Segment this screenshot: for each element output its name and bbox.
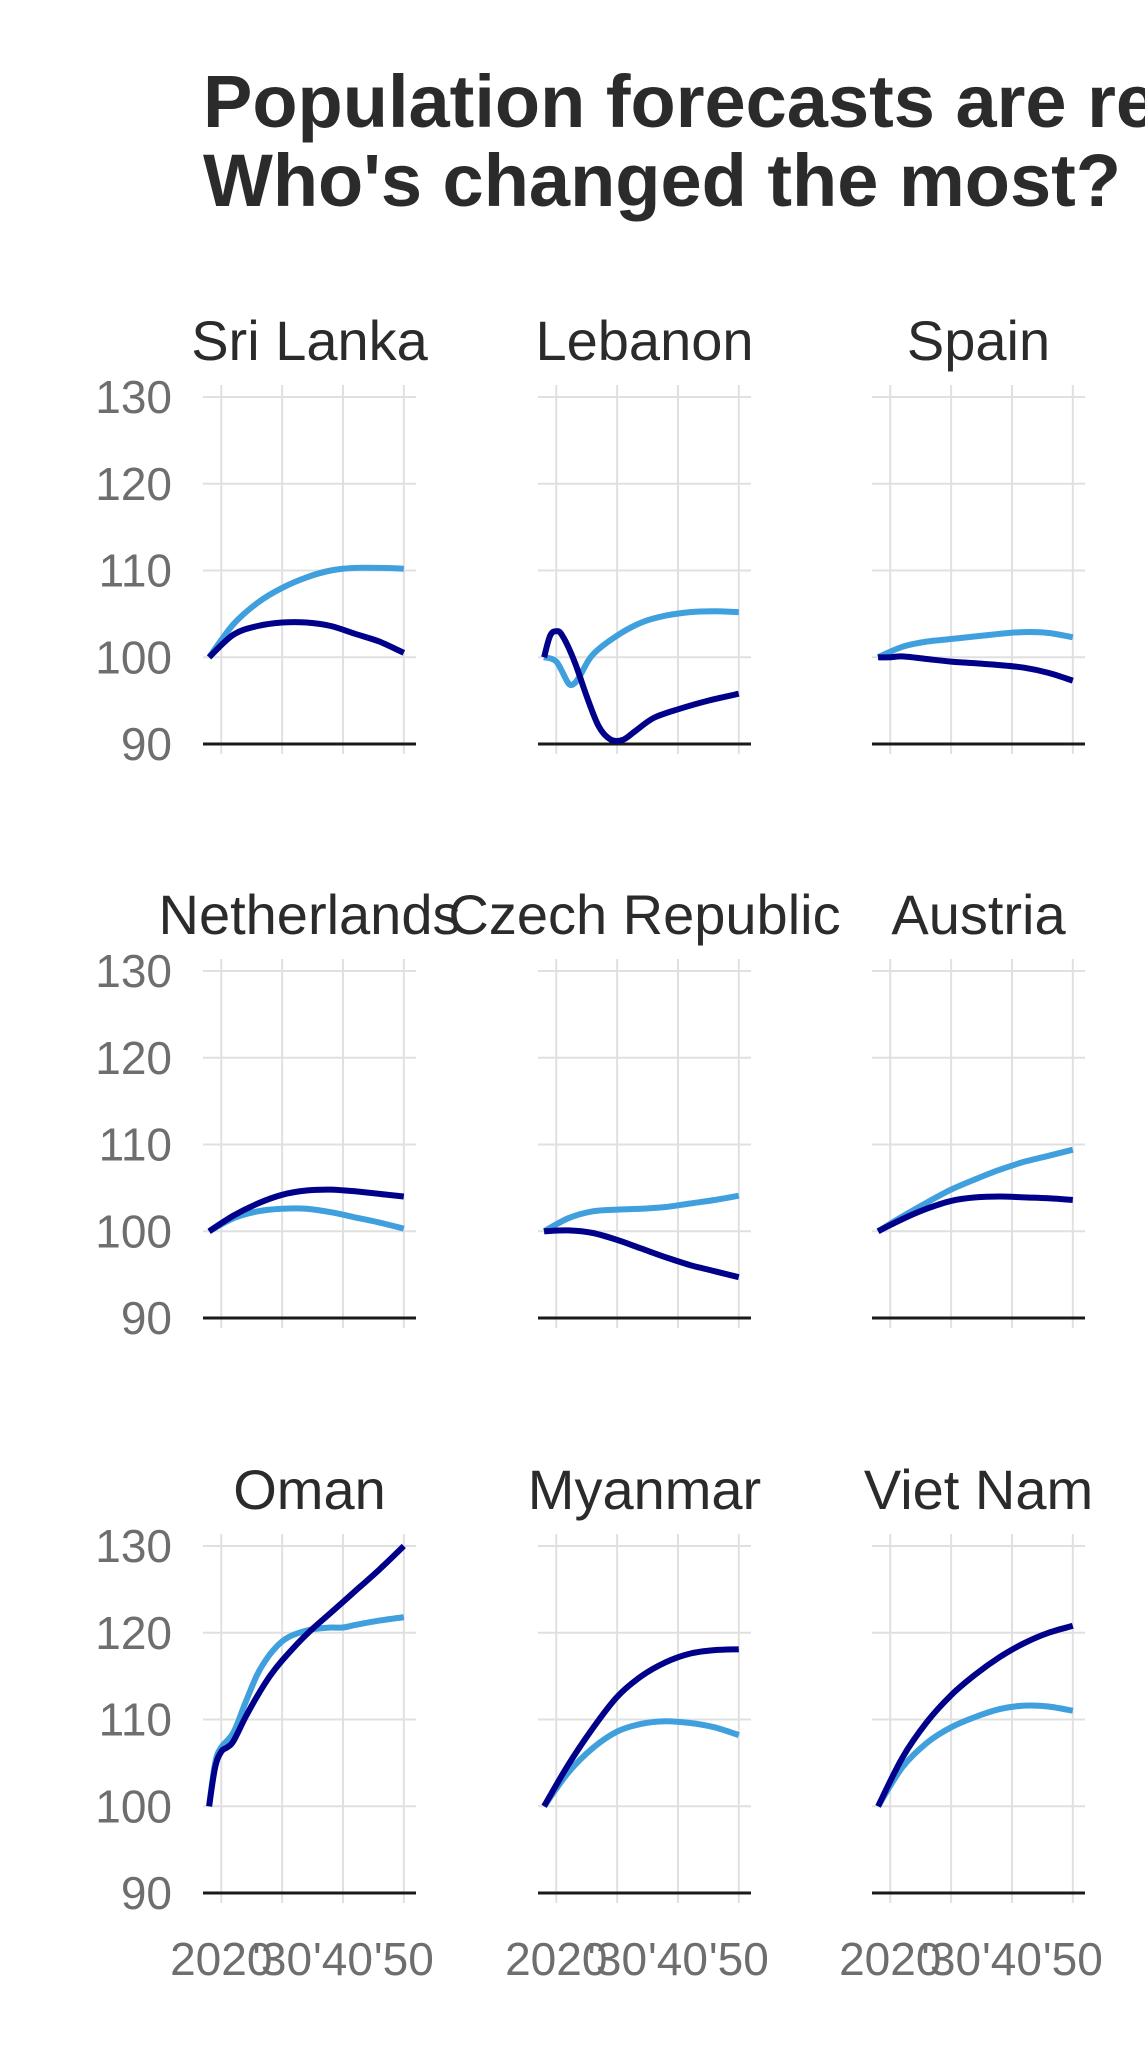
facet-title: Oman — [233, 1458, 386, 1521]
x-tick-label: 2020 — [170, 1933, 272, 1985]
series-line-light — [543, 608, 739, 689]
y-tick-label: 90 — [121, 1292, 172, 1344]
y-tick-label: 120 — [95, 458, 172, 510]
chart-title-line-1: Population forecasts are re — [203, 60, 1145, 143]
y-tick-label: 110 — [99, 545, 172, 597]
facet-panel: Viet Nam 2020'30'40'50 — [839, 1458, 1103, 1985]
facet-title: Spain — [907, 309, 1050, 372]
facet-panel: Spain — [872, 309, 1085, 754]
x-tick-label: '30 — [587, 1933, 647, 1985]
facet-title: Viet Nam — [864, 1458, 1093, 1521]
y-tick-label: 100 — [95, 1205, 172, 1257]
x-tick-label: '30 — [921, 1933, 981, 1985]
x-tick-label: '50 — [1043, 1933, 1103, 1985]
y-tick-label: 120 — [95, 1607, 172, 1659]
series-line-dark — [206, 1543, 406, 1807]
facet-title: Sri Lanka — [191, 309, 428, 372]
facet-panel: Sri Lanka 90 100 110 120 130 — [95, 309, 428, 770]
series-line-light — [207, 1205, 405, 1234]
series-line-light — [875, 1702, 1074, 1808]
facet-title: Austria — [891, 883, 1066, 946]
x-tick-label: 2020 — [839, 1933, 941, 1985]
facet-title: Myanmar — [528, 1458, 761, 1521]
y-tick-label: 130 — [95, 1520, 172, 1572]
y-tick-label: 90 — [121, 718, 172, 770]
facet-panel: Czech Republic — [448, 883, 841, 1328]
series-line-dark — [541, 628, 740, 745]
facet-title: Lebanon — [535, 309, 753, 372]
y-tick-label: 130 — [95, 945, 172, 997]
chart-title-line-2: Who's changed the most? — [203, 139, 1121, 222]
series-line-light — [541, 1718, 740, 1809]
facet-panel: Austria — [872, 883, 1085, 1328]
facet-panel: Netherlands 90 100 110 120 130 — [95, 883, 460, 1344]
x-tick-label: '40 — [313, 1933, 373, 1985]
series-line-dark — [876, 1193, 1074, 1234]
series-line-dark — [875, 1622, 1074, 1808]
series-line-light — [206, 564, 404, 660]
facet-panels: Sri Lanka 90 100 110 120 130 Lebanon Spain Nethe… — [95, 309, 1103, 1985]
x-tick-label: '40 — [982, 1933, 1042, 1985]
x-tick-label: '40 — [648, 1933, 708, 1985]
series-line-dark — [543, 1227, 740, 1281]
facet-title: Czech Republic — [448, 883, 840, 946]
y-tick-label: 120 — [95, 1032, 172, 1084]
y-tick-label: 110 — [99, 1694, 172, 1746]
facet-panel: Oman 90 100 110 120 130 2020'30'40'50 — [95, 1458, 434, 1985]
series-line-light — [876, 1146, 1074, 1234]
x-tick-label: 2020 — [505, 1933, 607, 1985]
series-line-light — [542, 1192, 740, 1234]
y-tick-label: 100 — [95, 631, 172, 683]
facet-title: Netherlands — [159, 883, 461, 946]
series-line-dark — [206, 619, 406, 660]
y-tick-label: 110 — [99, 1119, 172, 1171]
series-line-dark — [878, 653, 1074, 684]
y-tick-label: 90 — [121, 1867, 172, 1919]
series-line-light — [206, 1614, 405, 1807]
facet-panel: Myanmar 2020'30'40'50 — [505, 1458, 769, 1985]
facet-panel: Lebanon — [535, 309, 754, 754]
series-line-dark — [207, 1186, 405, 1234]
series-line-light — [876, 629, 1074, 661]
x-tick-label: '30 — [252, 1933, 312, 1985]
x-tick-label: '50 — [374, 1933, 434, 1985]
x-tick-label: '50 — [709, 1933, 769, 1985]
series-line-dark — [541, 1646, 739, 1808]
y-tick-label: 130 — [95, 371, 172, 423]
y-tick-label: 100 — [95, 1780, 172, 1832]
